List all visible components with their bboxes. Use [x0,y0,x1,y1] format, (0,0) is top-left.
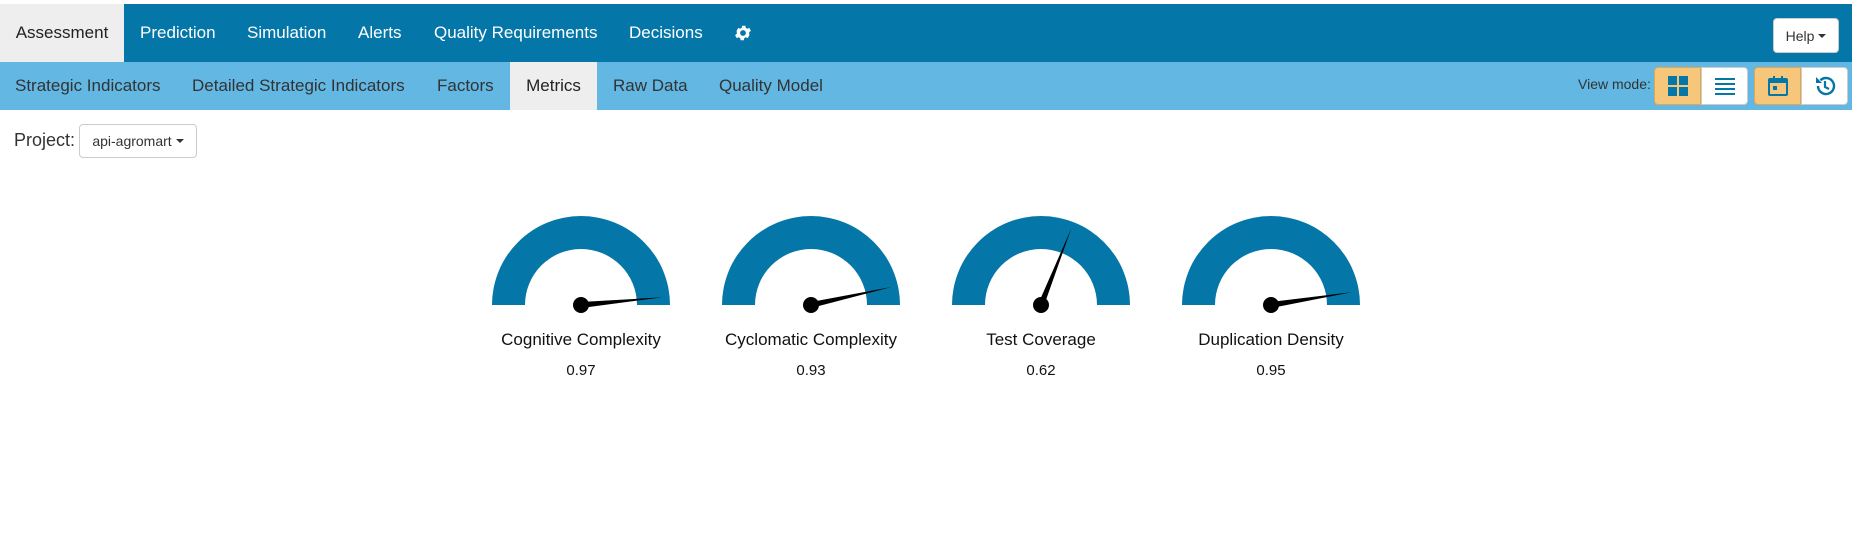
gauge-arc [952,216,1130,305]
gauge-needle [1038,228,1072,307]
caret-down-icon [1818,33,1827,38]
gauge-needle-hub [1033,297,1049,313]
gauge-chart [722,216,900,313]
gauge-chart [1182,216,1360,313]
gauge-needle-hub [803,297,819,313]
view-grid-button[interactable] [1654,67,1701,105]
gauge-label: Duplication Density [1198,330,1344,349]
subnav-tab-raw-data[interactable]: Raw Data [613,76,688,95]
gauge-cognitive-complexity: Cognitive Complexity 0.97 [466,210,696,385]
view-mode-label: View mode: [1578,76,1651,92]
nav-tab-simulation[interactable]: Simulation [247,23,327,42]
gauge-value: 0.93 [796,362,826,379]
gauge-arc [722,216,900,305]
gauge-arc [1182,216,1360,305]
gauge-value: 0.62 [1026,362,1056,379]
main-navbar: Assessment Prediction Simulation Alerts … [0,4,1852,62]
calendar-icon [1767,76,1788,96]
view-list-button[interactable] [1701,67,1748,105]
nav-tab-decisions[interactable]: Decisions [629,23,703,42]
gauge-needle [1270,292,1352,308]
history-icon [1815,76,1835,96]
subnav-tab-detailed-strategic-indicators[interactable]: Detailed Strategic Indicators [192,76,405,95]
caret-down-icon [175,139,184,143]
gauge-label: Cyclomatic Complexity [725,330,897,349]
gauge-needle [580,297,663,308]
subnav-tab-strategic-indicators[interactable]: Strategic Indicators [15,76,161,95]
project-label: Project: [14,130,76,150]
nav-tab-alerts[interactable]: Alerts [358,23,402,42]
view-calendar-button[interactable] [1754,67,1801,105]
nav-tab-assessment[interactable]: Assessment [0,4,124,62]
project-dropdown[interactable]: api-agromart [79,124,197,158]
gauge-duplication-density: Duplication Density 0.95 [1156,210,1386,385]
nav-tab-prediction[interactable]: Prediction [140,23,216,42]
view-history-button[interactable] [1801,67,1848,105]
grid-icon [1667,76,1688,96]
gear-icon[interactable] [733,23,753,43]
gauge-cyclomatic-complexity: Cyclomatic Complexity 0.93 [696,210,926,385]
gauge-value: 0.97 [566,362,596,379]
subnav-tab-quality-model[interactable]: Quality Model [719,76,823,95]
gauge-value: 0.95 [1256,362,1286,379]
sub-navbar: Strategic Indicators Detailed Strategic … [0,62,1852,110]
gauge-arc [492,216,670,305]
nav-tab-quality-requirements[interactable]: Quality Requirements [434,23,598,42]
gauge-label: Cognitive Complexity [501,330,661,349]
help-dropdown-button[interactable]: Help [1773,18,1839,53]
list-icon [1714,78,1735,95]
project-selected-value: api-agromart [92,133,172,149]
gauge-needle-hub [1263,297,1279,313]
gauge-test-coverage: Test Coverage 0.62 [926,210,1156,385]
help-label: Help [1785,27,1815,44]
gauge-chart [952,216,1130,313]
gauge-chart [492,216,670,313]
gauge-needle-hub [573,297,589,313]
subnav-tab-metrics[interactable]: Metrics [510,62,597,110]
subnav-tab-factors[interactable]: Factors [437,76,494,95]
gauge-label: Test Coverage [986,330,1096,349]
gauge-needle [810,287,892,308]
